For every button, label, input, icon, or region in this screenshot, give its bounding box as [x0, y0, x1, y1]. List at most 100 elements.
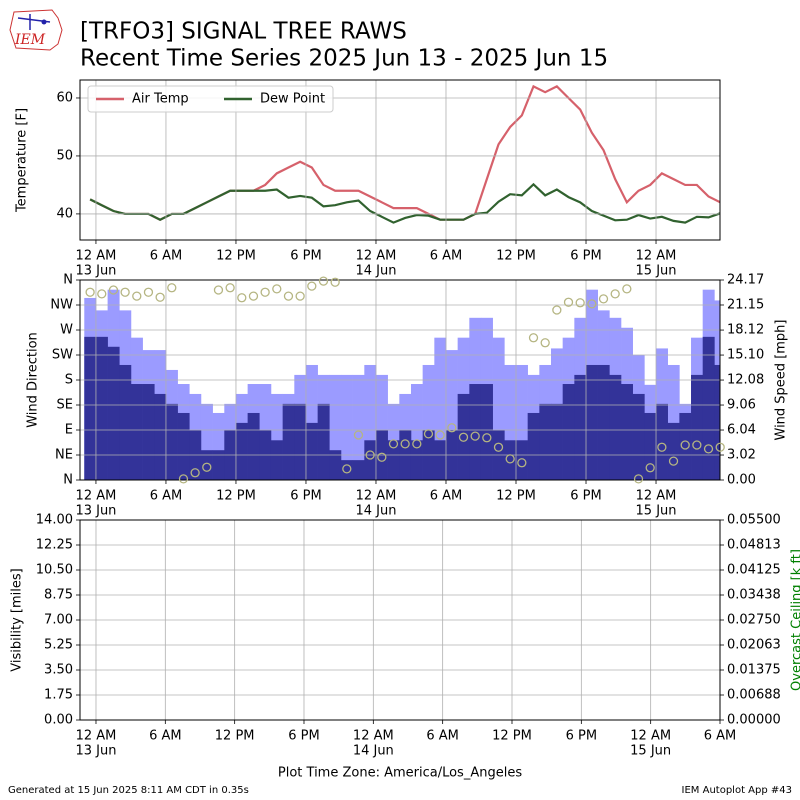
point: [237, 293, 247, 303]
point: [563, 297, 574, 307]
panel: 12 AM 6 AM 12 PM 6 PM 12 AM 6 AM 12 PM 6 PM 12 A…: [26, 273, 789, 519]
bar: [340, 374, 353, 480]
bar: [410, 440, 423, 480]
point: [260, 287, 270, 297]
bar: [504, 364, 517, 480]
bar: [177, 412, 190, 480]
bar: [200, 450, 213, 480]
point: [377, 452, 387, 462]
x-tick-date: 15 Jun: [630, 744, 671, 759]
y2-axis-label: Overcast Ceiling [k ft]: [790, 549, 800, 691]
bar: [457, 393, 470, 480]
bar: [516, 364, 528, 480]
y2-tick-label: 0.00688: [727, 688, 781, 703]
point: [120, 287, 130, 297]
axes-frame: [79, 79, 721, 241]
bar: [212, 412, 225, 480]
point: [342, 464, 352, 474]
y2-tick-label: 0.04125: [727, 563, 781, 578]
point: [412, 439, 422, 449]
point: [622, 284, 632, 294]
bar: [480, 384, 493, 480]
x-tick-label: 12 AM: [356, 489, 397, 504]
point: [528, 333, 539, 343]
bar: [352, 374, 365, 480]
point: [85, 287, 95, 297]
point: [213, 285, 224, 295]
y-tick-label: SE: [57, 398, 73, 413]
y2-tick-label: 0.00000: [727, 713, 781, 728]
x-tick-label: 12 AM: [76, 729, 117, 744]
y-axis-label: Temperature [F]: [15, 108, 30, 213]
point: [365, 450, 375, 460]
bar: [247, 412, 260, 480]
y-axis-label: Wind Direction: [26, 332, 41, 428]
logo-text: IEM: [14, 32, 46, 48]
point: [202, 462, 212, 472]
bar: [574, 374, 587, 480]
y2-tick-label: 0.02750: [727, 613, 781, 628]
x-tick-label: 12 PM: [216, 249, 256, 264]
x-tick-label: 12 PM: [496, 249, 536, 264]
y-tick-label: 10.50: [36, 563, 73, 578]
legend: Air Temp Dew Point: [87, 85, 334, 113]
bar: [95, 336, 108, 480]
bar: [165, 403, 178, 480]
bar: [364, 364, 377, 480]
point: [108, 285, 119, 295]
y-tick-label: 50: [56, 148, 73, 163]
x-tick-label: 6 AM: [149, 729, 182, 744]
x-tick-label: 12 AM: [353, 729, 394, 744]
point: [388, 439, 399, 449]
bar: [375, 374, 388, 480]
x-tick-label: 12 PM: [492, 729, 532, 744]
y2-tick-label: 15.10: [727, 348, 764, 363]
point: [272, 284, 282, 294]
x-tick-date: 13 Jun: [75, 264, 116, 279]
bar: [294, 403, 307, 480]
bar: [329, 374, 342, 480]
bar: [714, 364, 720, 480]
x-tick-date: 15 Jun: [636, 264, 677, 279]
point: [715, 442, 725, 452]
y-tick-label: S: [65, 373, 73, 388]
legend-label: Air Temp: [132, 92, 189, 107]
x-tick-date: 14 Jun: [355, 264, 396, 279]
point: [692, 440, 702, 450]
bar: [586, 364, 598, 480]
x-tick-date: 13 Jun: [75, 744, 116, 759]
point: [435, 430, 445, 440]
x-tick-label: 12 AM: [630, 729, 671, 744]
x-tick-date: 13 Jun: [75, 504, 116, 519]
point: [493, 442, 504, 452]
bar: [84, 336, 97, 480]
point: [248, 291, 259, 301]
axes-frame: [79, 279, 721, 481]
bar: [632, 393, 645, 480]
x-tick-label: 12 AM: [356, 249, 397, 264]
point: [283, 291, 294, 301]
x-tick-label: 12 AM: [76, 489, 117, 504]
point: [225, 283, 235, 293]
x-tick-label: 6 PM: [570, 489, 601, 504]
point: [470, 431, 480, 441]
point: [143, 287, 154, 297]
bar: [644, 412, 657, 480]
x-tick-date: 14 Jun: [353, 744, 394, 759]
bar: [270, 393, 283, 480]
x-tick-label: 6 PM: [566, 729, 597, 744]
bar: [422, 364, 435, 480]
point: [318, 276, 329, 286]
y2-tick-label: 0.03438: [727, 588, 781, 603]
x-tick-label: 6 AM: [150, 249, 183, 264]
point: [423, 429, 434, 439]
point: [610, 289, 620, 299]
marks: [89, 84, 720, 224]
point: [155, 292, 165, 302]
point: [575, 298, 585, 308]
y-tick-label: 14.00: [36, 513, 73, 528]
bar: [317, 403, 330, 480]
y2-tick-label: 18.12: [727, 323, 764, 338]
point: [353, 430, 364, 440]
point: [458, 432, 469, 442]
